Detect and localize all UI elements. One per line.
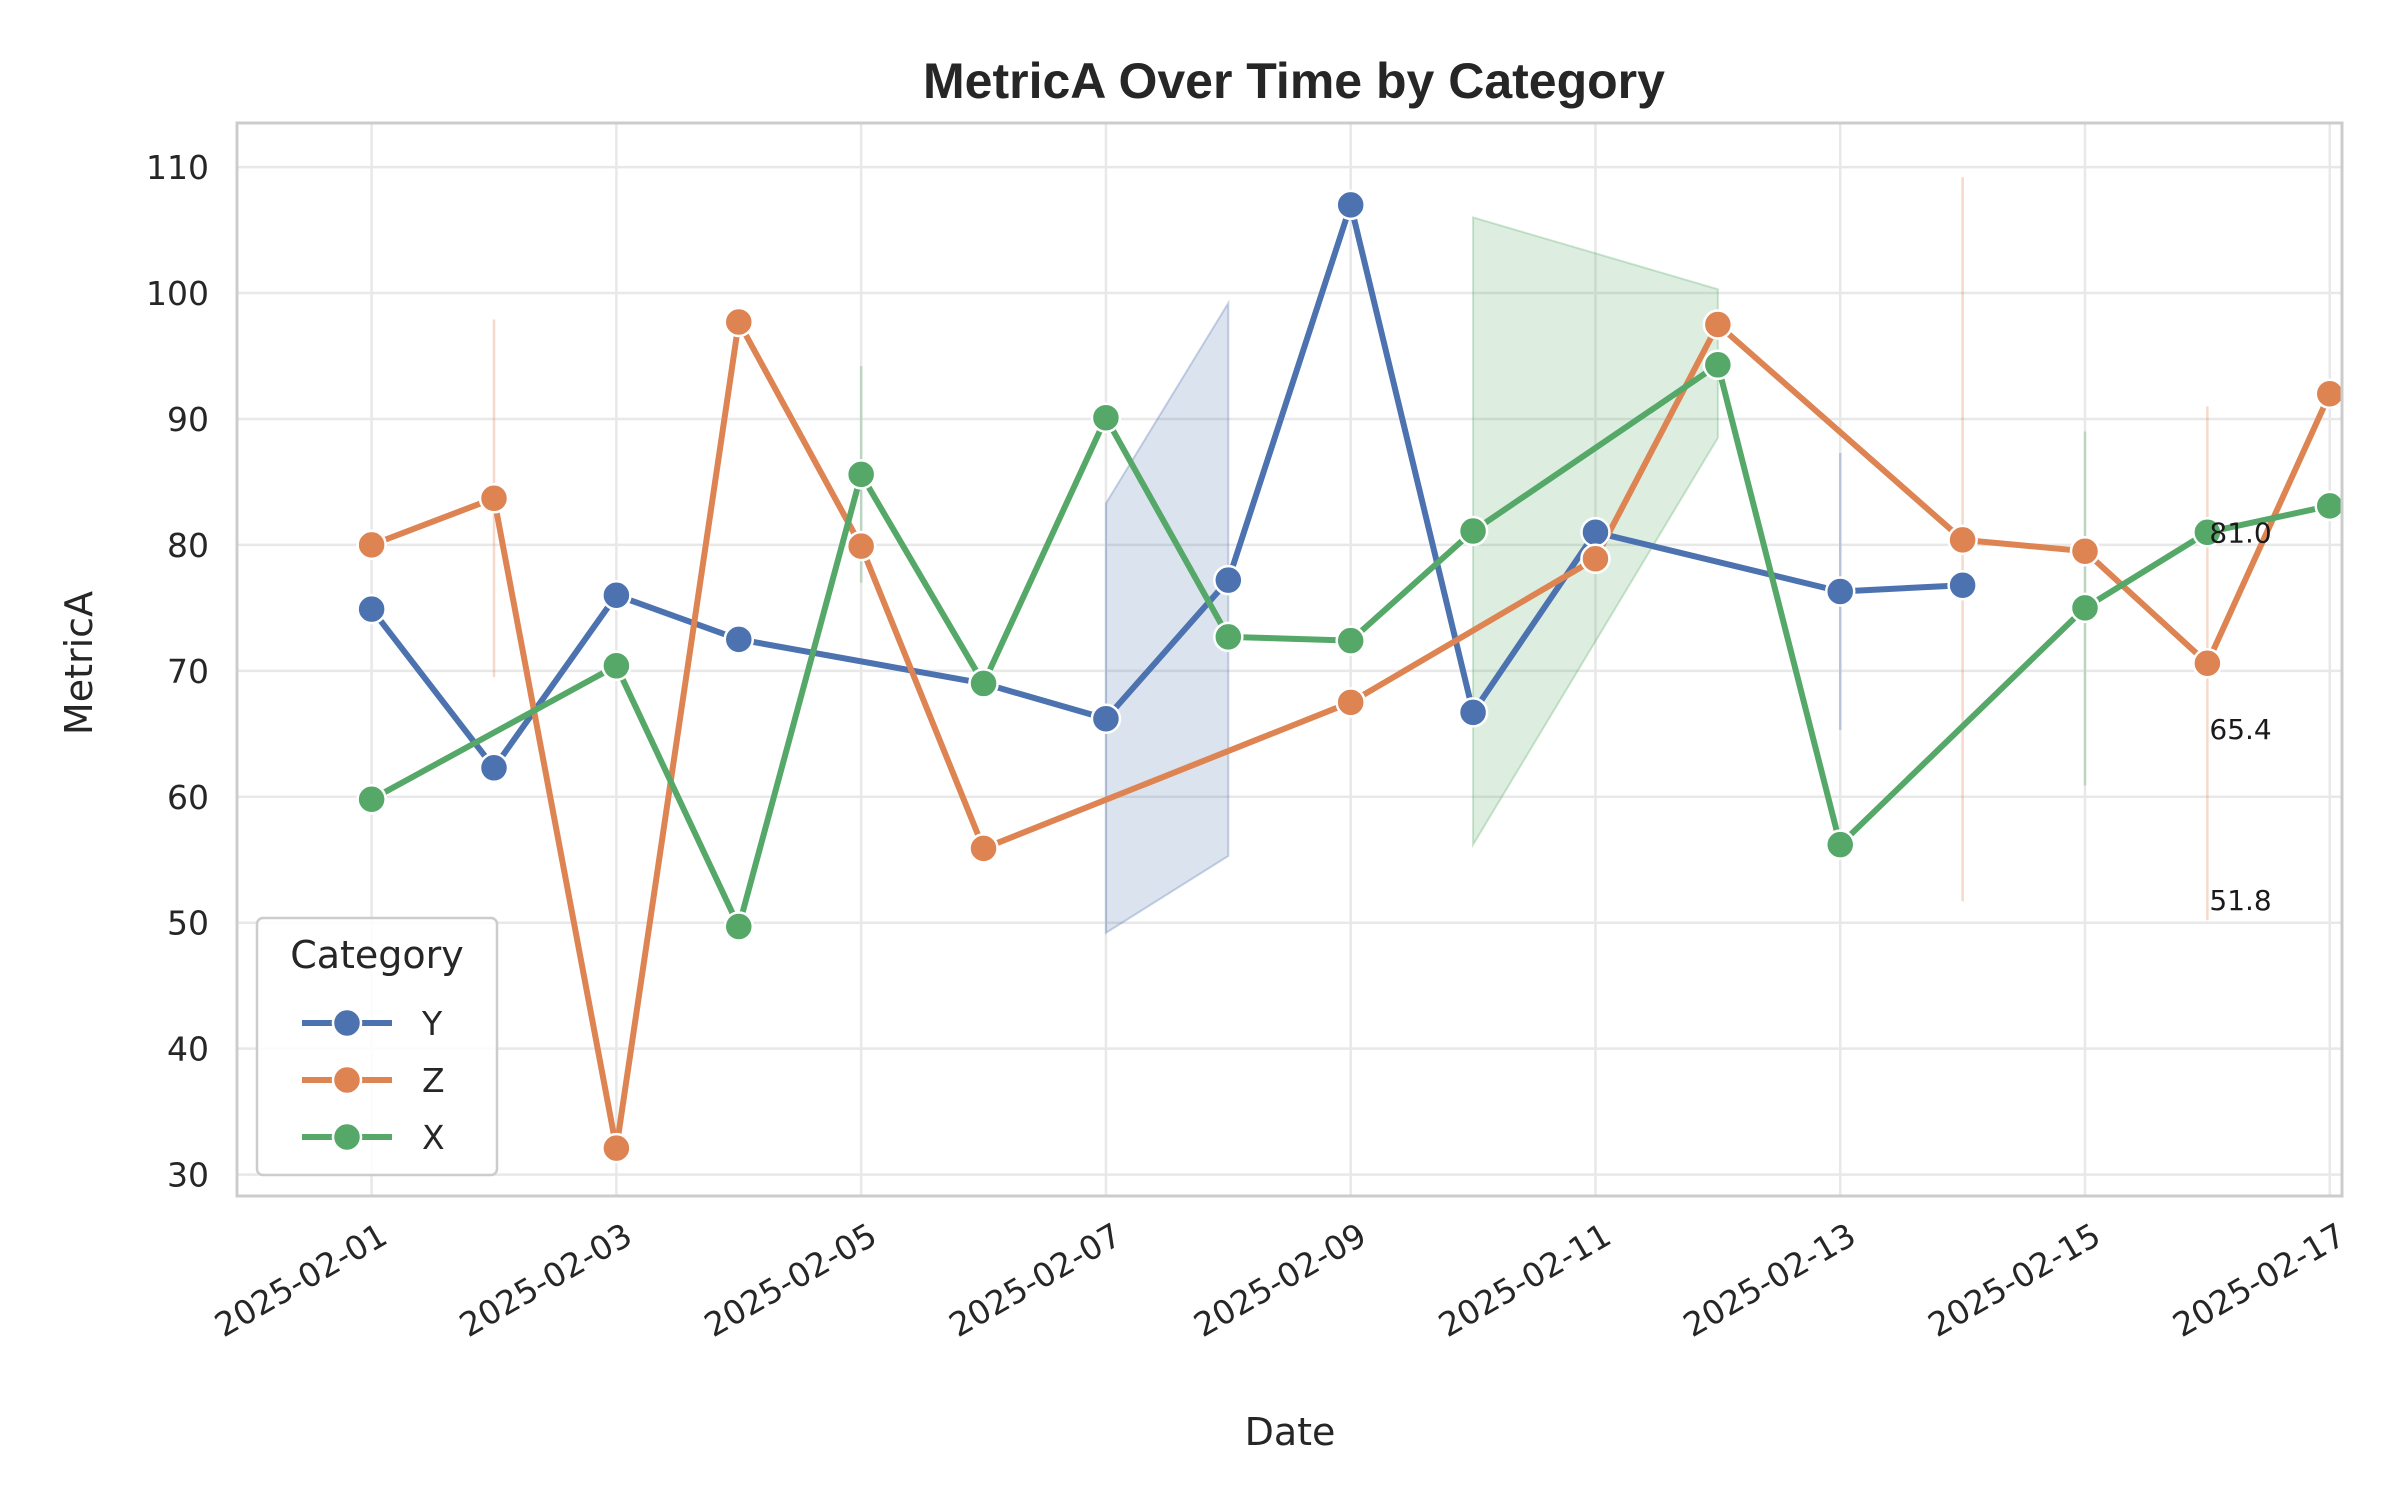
y-tick-label: 80 <box>167 526 209 565</box>
annotations: 81.0 65.4 51.8 <box>2209 516 2271 917</box>
data-point-Z <box>601 1132 632 1164</box>
data-point-Y <box>1947 569 1978 601</box>
data-point-X <box>845 459 877 490</box>
data-point-Y <box>723 624 755 655</box>
y-tick-label: 70 <box>167 652 209 691</box>
data-point-X <box>1090 402 1122 433</box>
data-point-X <box>1702 349 1734 381</box>
data-point-Z <box>2314 378 2346 410</box>
data-point-Y <box>1213 564 1244 596</box>
x-tick-label: 2025-02-07 <box>942 1215 1128 1345</box>
data-point-Z <box>2069 535 2101 567</box>
chart-title: MetricA Over Time by Category <box>923 53 1665 109</box>
data-point-Z <box>2192 648 2223 679</box>
data-point-X <box>723 911 755 942</box>
x-tick-label: 2025-02-01 <box>208 1215 394 1345</box>
legend-title: Category <box>290 933 464 977</box>
annotation-label: 51.8 <box>2209 884 2271 917</box>
data-point-X <box>1457 515 1489 547</box>
data-point-Y <box>478 752 510 784</box>
x-tick-label: 2025-02-09 <box>1187 1215 1373 1345</box>
legend: Category YZX <box>255 916 499 1177</box>
data-point-Y <box>1580 517 1611 548</box>
annotation-label: 81.0 <box>2209 516 2271 549</box>
y-axis-label: MetricA <box>57 591 101 735</box>
legend-label: X <box>422 1118 445 1157</box>
annotation-label: 65.4 <box>2209 713 2271 746</box>
confidence-band-Y <box>1104 299 1230 935</box>
series-line-Y <box>368 201 1966 771</box>
series-line-X <box>368 361 2333 930</box>
x-tick-label: 2025-02-17 <box>2166 1215 2352 1345</box>
data-point-Z <box>968 833 999 864</box>
legend-items: YZX <box>302 1004 445 1157</box>
data-point-Z <box>478 483 510 514</box>
data-point-X <box>601 650 632 682</box>
data-point-Z <box>1580 543 1611 574</box>
legend-marker <box>331 1007 363 1039</box>
data-point-X <box>968 668 999 699</box>
data-point-Y <box>356 593 387 625</box>
data-point-Z <box>1702 309 1734 340</box>
series-markers <box>356 189 2346 1164</box>
legend-item-Z: Z <box>302 1061 445 1100</box>
data-point-X <box>1213 621 1244 653</box>
y-tick-label: 40 <box>167 1030 209 1069</box>
y-tick-label: 100 <box>146 274 209 313</box>
data-point-X <box>1824 829 1856 860</box>
data-point-Y <box>1335 189 1366 221</box>
legend-marker <box>331 1121 363 1153</box>
y-axis-ticks: 30 40 50 60 70 80 90 100 110 <box>146 148 209 1195</box>
x-axis-ticks: 2025-02-01 2025-02-03 2025-02-05 2025-02-07… <box>208 1215 2352 1345</box>
y-tick-label: 90 <box>167 400 209 439</box>
legend-box <box>255 916 499 1177</box>
data-point-X <box>2192 517 2223 548</box>
data-point-Y <box>601 580 632 611</box>
data-point-X <box>2069 592 2101 624</box>
x-tick-label: 2025-02-05 <box>698 1215 884 1345</box>
data-point-Z <box>845 530 877 562</box>
y-tick-label: 50 <box>167 904 209 943</box>
data-point-Z <box>356 529 387 561</box>
y-tick-label: 60 <box>167 778 209 817</box>
x-tick-label: 2025-02-03 <box>453 1215 639 1345</box>
data-point-Y <box>1457 697 1489 728</box>
data-point-Z <box>723 306 755 338</box>
data-point-Y <box>1090 703 1122 734</box>
x-axis-label: Date <box>1245 1410 1336 1454</box>
data-point-X <box>356 784 387 815</box>
data-point-X <box>2314 490 2346 522</box>
x-tick-label: 2025-02-11 <box>1432 1215 1618 1345</box>
confidence-bands <box>1104 216 1719 935</box>
plot-frame <box>235 121 2344 1198</box>
x-tick-label: 2025-02-13 <box>1677 1215 1863 1345</box>
data-point-Z <box>1335 687 1366 718</box>
data-point-Y <box>1824 576 1856 607</box>
legend-label: Y <box>421 1004 443 1043</box>
grid-lines <box>237 123 2342 1196</box>
legend-item-X: X <box>302 1118 445 1157</box>
legend-label: Z <box>422 1061 445 1100</box>
data-point-X <box>1335 625 1366 656</box>
x-tick-label: 2025-02-15 <box>1921 1215 2107 1345</box>
y-tick-label: 110 <box>146 148 209 187</box>
data-point-Z <box>1947 524 1978 556</box>
legend-marker <box>331 1064 363 1096</box>
y-tick-label: 30 <box>167 1156 209 1195</box>
legend-item-Y: Y <box>302 1004 443 1043</box>
